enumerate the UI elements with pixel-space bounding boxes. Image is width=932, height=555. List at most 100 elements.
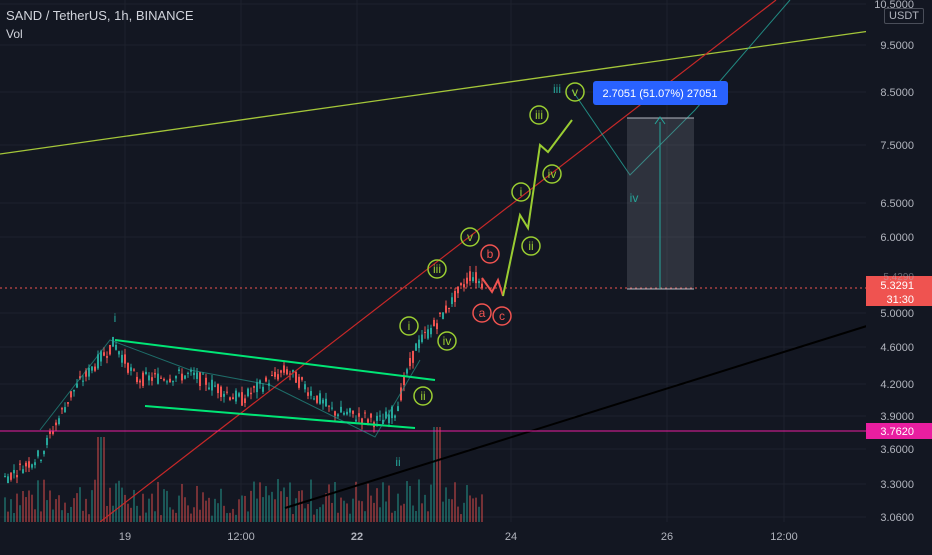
candle-body: [64, 407, 66, 413]
candle-body: [406, 369, 408, 374]
volume-bar: [130, 507, 132, 522]
volume-bar: [175, 512, 177, 522]
volume-bar: [289, 482, 291, 522]
candle-body: [19, 463, 21, 465]
volume-bar: [40, 511, 42, 522]
volume-bar: [226, 513, 228, 522]
candle-body: [412, 350, 414, 363]
volume-bar: [421, 503, 423, 522]
abc-correction-path: [481, 277, 504, 297]
candle-body: [25, 462, 27, 467]
candle-body: [112, 336, 114, 347]
volume-bar: [427, 511, 429, 522]
candle-body: [160, 377, 162, 379]
wave-label: a: [479, 306, 486, 320]
volume-bar: [127, 503, 129, 522]
volume-bar: [337, 512, 339, 522]
currency-badge[interactable]: USDT: [884, 8, 924, 24]
candle-body: [79, 376, 81, 379]
candle-body: [85, 370, 87, 377]
volume-bar: [466, 485, 468, 522]
candle-body: [235, 390, 237, 402]
candle-body: [253, 386, 255, 388]
time-tick-label: 19: [119, 531, 131, 543]
candle-body: [175, 375, 177, 379]
partial-price-label: 5.4290: [883, 272, 914, 283]
volume-bar: [70, 506, 72, 522]
candle-body: [226, 391, 228, 393]
candle-body: [55, 422, 57, 426]
wave-circle: [413, 386, 433, 406]
candle-body: [169, 378, 171, 382]
candle-body: [37, 450, 39, 457]
volume-bar: [82, 510, 84, 522]
alt-projection-path: [571, 0, 791, 176]
candle-body: [223, 393, 225, 397]
candle-body: [364, 412, 366, 414]
volume-bar: [202, 492, 204, 522]
volume-bar: [169, 507, 171, 522]
candle-body: [385, 411, 387, 419]
candle-body: [76, 383, 78, 388]
candle-body: [370, 413, 372, 418]
candle-body: [208, 387, 210, 390]
candle-body: [91, 366, 93, 371]
price-tick-label: 8.5000: [880, 87, 914, 99]
wave-label: i: [408, 319, 411, 333]
candle-body: [400, 387, 402, 401]
volume-bar: [151, 493, 153, 522]
measure-label: 2.7051 (51.07%) 27051: [603, 88, 718, 100]
candle-body: [304, 384, 306, 390]
candle-body: [7, 476, 9, 484]
volume-bar: [355, 481, 357, 522]
wave-label: v: [467, 230, 473, 244]
candle-body: [397, 406, 399, 412]
volume-bar: [52, 509, 54, 522]
candle-body: [139, 380, 141, 383]
impulse-projection-path: [502, 119, 573, 297]
candle-body: [202, 373, 204, 375]
wave-circle: [511, 182, 531, 202]
candle-body: [280, 370, 282, 373]
volume-bar: [262, 497, 264, 522]
candle-body: [307, 392, 309, 396]
candle-body: [28, 461, 30, 468]
candle-body: [133, 369, 135, 371]
chart-title[interactable]: SAND / TetherUS, 1h, BINANCE: [6, 8, 194, 23]
candle-body: [121, 354, 123, 363]
volume-bar: [376, 488, 378, 522]
candle-body: [166, 381, 168, 383]
candle-body: [100, 351, 102, 362]
volume-bar: [211, 515, 213, 522]
candle-body: [34, 462, 36, 466]
candle-body: [94, 366, 96, 371]
volume-bar: [247, 511, 249, 522]
volume-bar: [349, 513, 351, 522]
volume-bar: [439, 427, 441, 522]
candle-body: [466, 277, 468, 284]
wave-label: iii: [535, 108, 543, 122]
volume-bar: [46, 500, 48, 522]
volume-bar: [250, 490, 252, 522]
candle-body: [70, 391, 72, 398]
candle-body: [31, 464, 33, 468]
candle-body: [388, 414, 390, 424]
volume-indicator-label[interactable]: Vol: [6, 27, 23, 41]
volume-bar: [13, 513, 15, 522]
price-tick-label: 4.6000: [880, 342, 914, 354]
candle-body: [319, 393, 321, 404]
volume-bar: [115, 483, 117, 522]
volume-bar: [37, 480, 39, 522]
volume-bar: [97, 437, 99, 522]
wave-label: v: [572, 85, 578, 99]
volume-bar: [16, 493, 18, 522]
candle-body: [184, 375, 186, 379]
volume-bar: [379, 507, 381, 522]
candle-body: [10, 472, 12, 480]
volume-bar: [10, 499, 12, 522]
channel-upper-line: [114, 339, 436, 381]
volume-bar: [190, 513, 192, 522]
candle-body: [454, 290, 456, 302]
